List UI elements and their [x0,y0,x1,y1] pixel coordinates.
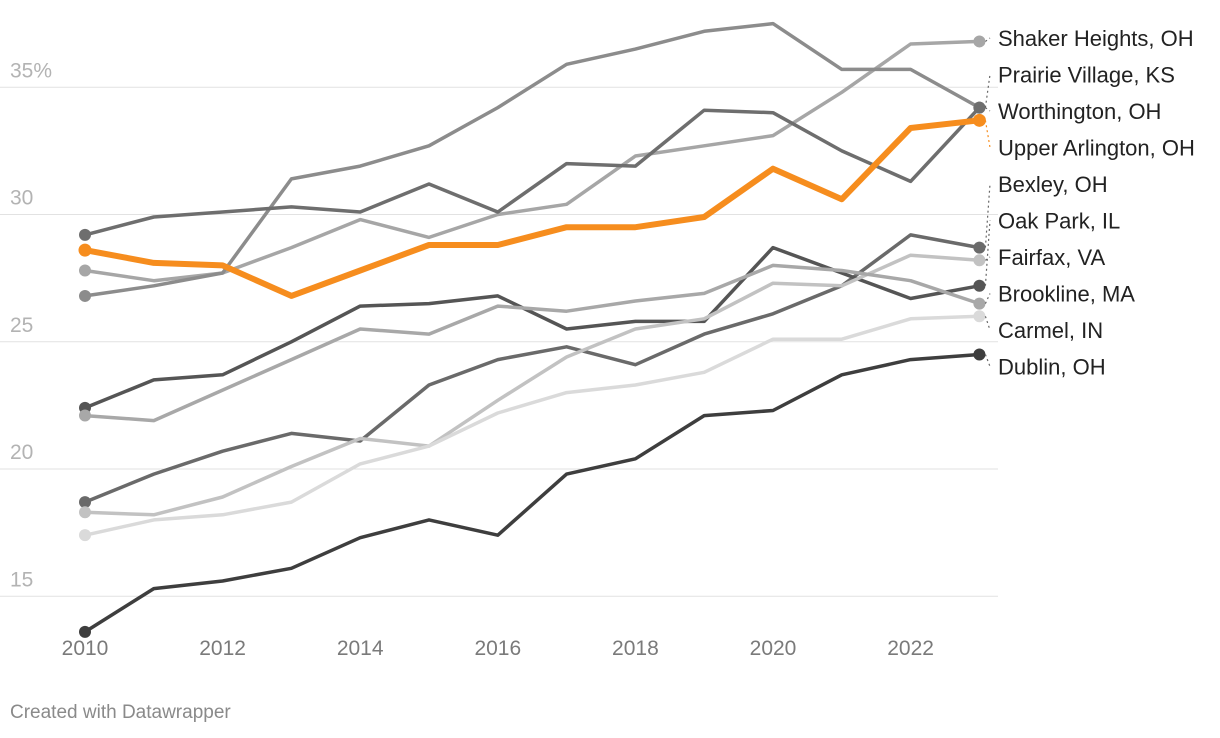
y-tick-label-30: 30 [10,187,33,210]
series-dublin-oh [79,348,986,638]
y-tick-label-15: 15 [10,568,33,591]
label-connector-prairie-village-ks [984,74,991,108]
label-connector-oak-park-il [984,220,991,286]
series-prairie-village-ks [79,21,986,302]
y-axis-ticks: 15 20 25 30 35% [10,59,52,591]
line-prairie-village-ks [83,21,982,298]
end-point-bexley-oh [973,241,986,254]
end-point-fairfax-va [973,254,986,267]
x-axis-ticks: 2010 2012 2014 2016 2018 2020 2022 [62,637,934,660]
start-point-shaker-heights-oh [79,264,91,277]
end-point-upper-arlington-oh [972,113,986,127]
line-bexley-oh [83,233,982,504]
label-connector-fairfax-va [985,256,991,261]
start-point-dublin-oh [79,625,91,638]
start-point-prairie-village-ks [79,289,91,302]
line-brookline-ma [83,263,982,423]
credit-text: Created with Datawrapper [10,702,231,723]
label-connector-upper-arlington-oh [984,120,991,148]
line-worthington-oh [83,105,982,237]
start-point-worthington-oh [79,228,91,241]
end-point-dublin-oh [973,348,986,361]
series-label-prairie-village-ks: Prairie Village, KS [998,63,1175,88]
line-upper-arlington-oh [82,117,983,299]
y-tick-label-20: 20 [10,441,33,464]
label-connector-dublin-oh [984,354,991,367]
label-connector-bexley-oh [984,183,991,248]
end-point-carmel-in [973,310,986,323]
series-lines [78,21,986,638]
series-bexley-oh [79,233,986,509]
series-label-shaker-heights-oh: Shaker Heights, OH [998,26,1194,51]
series-label-fairfax-va: Fairfax, VA [998,245,1106,270]
x-tick-label-2016: 2016 [474,637,521,660]
line-shaker-heights-oh [83,39,982,283]
x-tick-label-2018: 2018 [612,637,659,660]
end-point-oak-park-il [973,279,986,292]
x-tick-label-2012: 2012 [199,637,246,660]
x-tick-label-2014: 2014 [337,637,384,660]
series-brookline-ma [79,263,986,423]
y-tick-label-35: 35% [10,59,52,82]
end-point-shaker-heights-oh [973,35,986,48]
series-carmel-in [79,310,986,542]
line-dublin-oh [83,352,982,634]
x-tick-label-2010: 2010 [62,637,109,660]
end-point-brookline-ma [973,297,986,310]
series-label-oak-park-il: Oak Park, IL [998,209,1120,234]
series-worthington-oh [79,101,986,241]
start-point-brookline-ma [79,409,91,422]
start-point-bexley-oh [79,496,91,509]
line-carmel-in [83,314,982,537]
line-fairfax-va [83,253,982,517]
series-upper-arlington-oh [78,113,986,299]
y-tick-label-25: 25 [10,314,33,337]
start-point-carmel-in [79,529,91,542]
series-label-upper-arlington-oh: Upper Arlington, OH [998,136,1195,161]
end-point-worthington-oh [973,101,986,114]
label-connector-carmel-in [984,316,991,331]
series-label-carmel-in: Carmel, IN [998,318,1103,343]
label-connector-worthington-oh [985,107,991,112]
start-point-fairfax-va [79,506,91,519]
series-label-brookline-ma: Brookline, MA [998,282,1135,307]
label-connector-brookline-ma [984,293,991,304]
label-connector-shaker-heights-oh [985,37,991,42]
series-label-worthington-oh: Worthington, OH [998,99,1161,124]
series-label-dublin-oh: Dublin, OH [998,355,1106,380]
start-point-upper-arlington-oh [78,243,92,257]
series-fairfax-va [79,253,986,519]
series-shaker-heights-oh [79,35,986,283]
x-tick-label-2022: 2022 [887,637,934,660]
x-tick-label-2020: 2020 [750,637,797,660]
series-label-bexley-oh: Bexley, OH [998,172,1108,197]
series-labels: Shaker Heights, OH Prairie Village, KS Wor… [984,26,1195,380]
